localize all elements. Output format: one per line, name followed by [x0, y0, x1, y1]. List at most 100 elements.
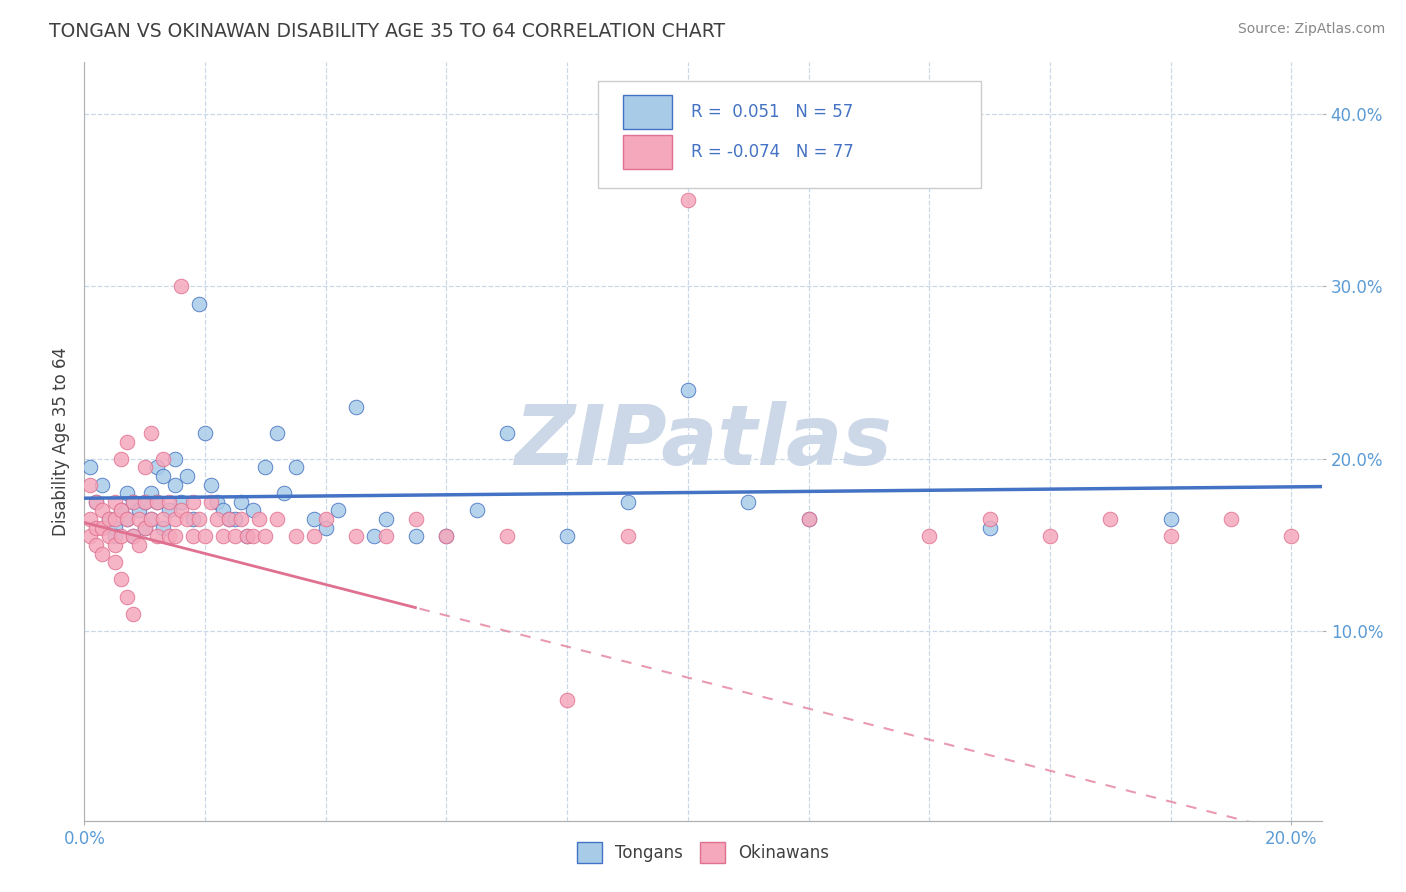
Text: R = -0.074   N = 77: R = -0.074 N = 77 [690, 143, 853, 161]
Point [134, 521, 156, 535]
Point [375, 529, 398, 543]
Legend: Tongans, Okinawans: Tongans, Okinawans [571, 836, 835, 869]
Point [139, 512, 162, 526]
Point [128, 538, 150, 552]
Point [194, 529, 217, 543]
Point [326, 503, 349, 517]
Text: R =  0.051   N = 57: R = 0.051 N = 57 [690, 103, 853, 120]
Point [152, 521, 174, 535]
Point [273, 486, 295, 500]
Point [797, 512, 820, 526]
Text: ZIPatlas: ZIPatlas [515, 401, 891, 482]
Point [315, 521, 337, 535]
Point [86, 495, 108, 509]
Point [200, 477, 222, 491]
Point [231, 495, 253, 509]
Point [134, 460, 156, 475]
Point [121, 495, 143, 509]
Point [205, 512, 228, 526]
Text: TONGAN VS OKINAWAN DISABILITY AGE 35 TO 64 CORRELATION CHART: TONGAN VS OKINAWAN DISABILITY AGE 35 TO … [49, 22, 725, 41]
Point [103, 538, 125, 552]
Point [121, 529, 143, 543]
Point [146, 495, 169, 509]
Point [242, 529, 264, 543]
Point [616, 529, 638, 543]
Point [97, 529, 120, 543]
Point [134, 495, 156, 509]
Point [555, 529, 578, 543]
Point [170, 279, 193, 293]
Point [194, 425, 217, 440]
Point [86, 495, 108, 509]
Point [152, 469, 174, 483]
Point [139, 486, 162, 500]
Point [616, 495, 638, 509]
Point [302, 529, 325, 543]
Point [157, 503, 180, 517]
Point [110, 573, 132, 587]
Point [91, 521, 114, 535]
Point [405, 529, 427, 543]
Point [555, 693, 578, 707]
Point [1160, 529, 1182, 543]
Point [139, 425, 162, 440]
Point [266, 425, 288, 440]
Point [91, 477, 114, 491]
Point [79, 529, 101, 543]
Point [163, 477, 186, 491]
Point [344, 400, 367, 414]
Point [115, 512, 138, 526]
Point [103, 512, 125, 526]
Point [212, 503, 235, 517]
FancyBboxPatch shape [623, 95, 672, 128]
Point [163, 451, 186, 466]
Point [115, 590, 138, 604]
Point [176, 512, 198, 526]
Point [121, 529, 143, 543]
Point [302, 512, 325, 526]
Point [110, 529, 132, 543]
Point [224, 529, 246, 543]
Point [128, 512, 150, 526]
Point [170, 495, 193, 509]
Point [152, 512, 174, 526]
Point [436, 529, 458, 543]
Point [676, 194, 699, 208]
Point [495, 425, 517, 440]
Point [103, 521, 125, 535]
Point [495, 529, 517, 543]
Point [247, 512, 270, 526]
Point [188, 512, 211, 526]
Point [97, 512, 120, 526]
Point [163, 529, 186, 543]
Point [79, 460, 101, 475]
Point [405, 512, 427, 526]
Point [284, 460, 307, 475]
Point [110, 503, 132, 517]
Point [181, 512, 204, 526]
Point [181, 495, 204, 509]
Point [181, 529, 204, 543]
Point [163, 512, 186, 526]
Point [200, 495, 222, 509]
Point [236, 529, 259, 543]
Point [134, 521, 156, 535]
Text: Source: ZipAtlas.com: Source: ZipAtlas.com [1237, 22, 1385, 37]
Point [797, 512, 820, 526]
Point [103, 555, 125, 569]
Point [236, 529, 259, 543]
Point [91, 547, 114, 561]
Point [110, 503, 132, 517]
Point [436, 529, 458, 543]
Point [212, 529, 235, 543]
Y-axis label: Disability Age 35 to 64: Disability Age 35 to 64 [52, 347, 70, 536]
Point [86, 538, 108, 552]
Point [1220, 512, 1243, 526]
Point [344, 529, 367, 543]
Point [375, 512, 398, 526]
Point [170, 503, 193, 517]
Point [1160, 512, 1182, 526]
Point [121, 607, 143, 621]
Point [128, 503, 150, 517]
Point [737, 495, 759, 509]
